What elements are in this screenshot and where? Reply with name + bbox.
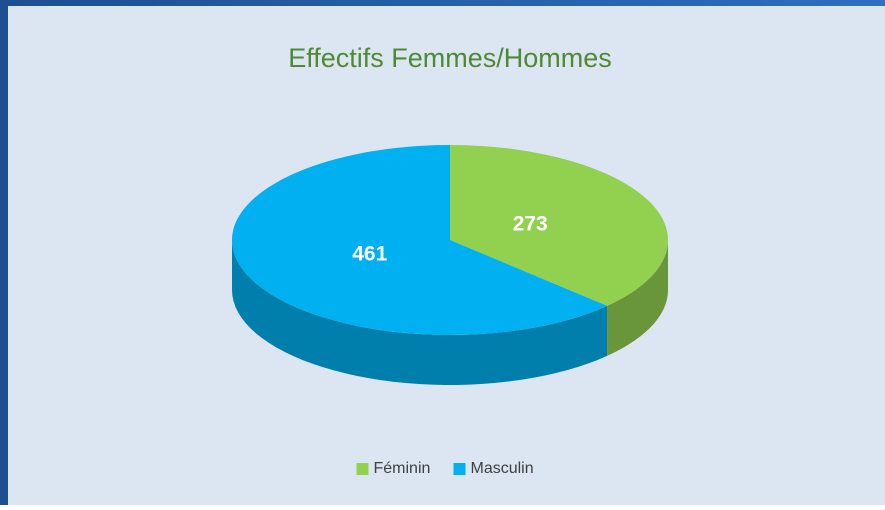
slice-side: [232, 240, 608, 385]
data-label: 273: [513, 213, 548, 236]
slice: [232, 145, 608, 335]
chart-title: Effectifs Femmes/Hommes: [288, 43, 612, 73]
legend-swatch: [453, 463, 466, 475]
data-label: 461: [352, 242, 387, 265]
legend-label: Masculin: [471, 460, 534, 477]
slice: [450, 145, 668, 306]
legend-label: Féminin: [374, 460, 431, 477]
legend-swatch: [356, 463, 369, 475]
slice-side: [607, 240, 668, 356]
